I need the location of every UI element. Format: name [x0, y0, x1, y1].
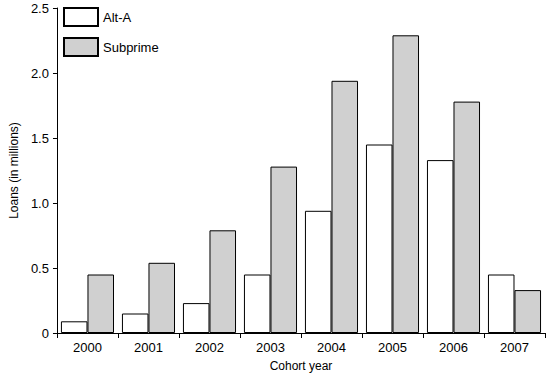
svg-text:1.0: 1.0 — [31, 196, 49, 211]
svg-text:2004: 2004 — [317, 340, 346, 355]
svg-text:Loans (in millions): Loans (in millions) — [7, 122, 21, 219]
svg-text:2003: 2003 — [256, 340, 285, 355]
svg-text:2006: 2006 — [439, 340, 468, 355]
svg-text:2002: 2002 — [195, 340, 224, 355]
svg-text:Subprime: Subprime — [103, 40, 159, 55]
svg-text:2.5: 2.5 — [31, 1, 49, 16]
svg-text:1.5: 1.5 — [31, 131, 49, 146]
svg-text:Alt-A: Alt-A — [103, 10, 132, 25]
svg-text:2.0: 2.0 — [31, 66, 49, 81]
svg-text:2007: 2007 — [500, 340, 529, 355]
svg-text:0.5: 0.5 — [31, 261, 49, 276]
svg-text:0: 0 — [42, 326, 49, 341]
svg-text:Cohort year: Cohort year — [270, 359, 333, 373]
svg-text:2005: 2005 — [378, 340, 407, 355]
svg-text:2001: 2001 — [134, 340, 163, 355]
svg-text:2000: 2000 — [73, 340, 102, 355]
